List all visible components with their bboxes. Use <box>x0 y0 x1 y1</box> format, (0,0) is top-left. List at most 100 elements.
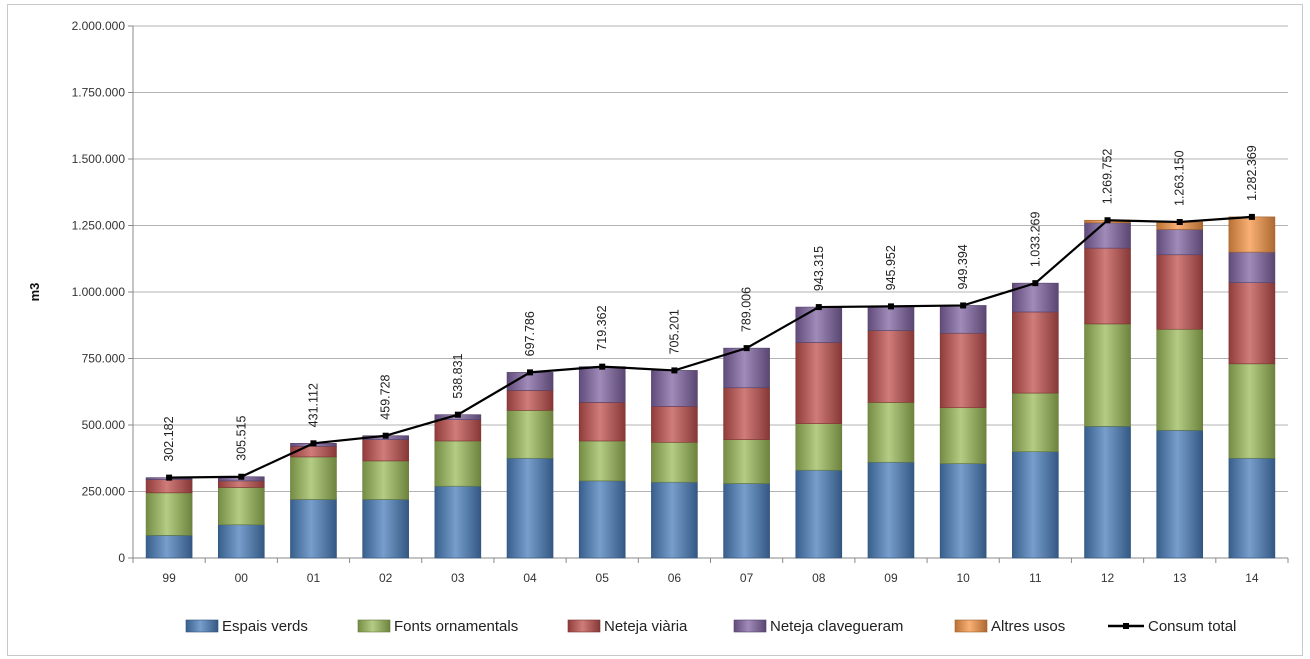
bar-segment-neteja-clavegueram <box>651 370 698 407</box>
bar-segment-neteja-vi-ria <box>362 439 409 462</box>
bar-segment-espais-verds <box>578 480 626 559</box>
legend-swatch <box>733 619 767 633</box>
bar-segment-fonts-ornamentals <box>578 440 626 482</box>
x-tick-label: 09 <box>884 571 898 585</box>
bar-segment-neteja-clavegueram <box>867 306 915 331</box>
bar-segment-neteja-vi-ria <box>1084 247 1131 325</box>
legend-label: Neteja clavegueram <box>770 618 903 635</box>
bar-segment-neteja-clavegueram <box>1228 251 1276 283</box>
legend-line-marker <box>1123 623 1129 629</box>
legend-label: Altres usos <box>991 618 1065 635</box>
bar-segment-espais-verds <box>939 463 987 559</box>
data-label: 1.033.269 <box>1028 211 1042 267</box>
legend-label: Neteja viària <box>604 618 688 635</box>
bar-segment-neteja-clavegueram <box>795 306 843 343</box>
line-marker <box>671 367 678 374</box>
line-marker <box>960 302 967 309</box>
line-marker <box>1248 213 1255 220</box>
line-marker <box>310 440 317 447</box>
x-tick-label: 08 <box>812 571 826 585</box>
line-marker <box>599 363 606 370</box>
data-label: 302.182 <box>162 416 176 461</box>
bar-segment-neteja-vi-ria <box>506 390 554 411</box>
bar-segment-fonts-ornamentals <box>362 460 409 500</box>
bar-segment-neteja-clavegueram <box>723 347 770 389</box>
bar-segment-fonts-ornamentals <box>506 410 554 459</box>
legend-swatch <box>954 619 988 633</box>
x-tick-label: 12 <box>1101 571 1115 585</box>
line-marker <box>1032 280 1039 287</box>
bar-segment-fonts-ornamentals <box>651 441 698 483</box>
data-labels: 302.182 305.515 431.112 459.728 538.831 697.7… <box>162 145 1259 461</box>
legend-swatch <box>185 619 219 633</box>
bar-segment-neteja-vi-ria <box>578 402 626 442</box>
x-tick-label: 01 <box>307 571 321 585</box>
data-label: 705.201 <box>667 309 681 354</box>
bar-segment-fonts-ornamentals <box>290 456 337 500</box>
y-tick-label: 250.000 <box>82 485 126 499</box>
bar-segment-altres-usos <box>1228 216 1276 253</box>
bar-segment-espais-verds <box>145 535 193 559</box>
data-label: 719.362 <box>595 305 609 350</box>
data-label: 1.269.752 <box>1101 149 1115 205</box>
legend-label: Espais verds <box>222 618 308 635</box>
consum-total-polyline <box>169 215 1252 479</box>
bar-segment-fonts-ornamentals <box>145 492 193 536</box>
data-label: 305.515 <box>234 416 248 461</box>
x-tick-label: 05 <box>596 571 610 585</box>
data-label: 431.112 <box>306 383 320 427</box>
legend-label: Fonts ornamentals <box>394 618 518 635</box>
bars <box>145 216 1276 559</box>
bar-segment-espais-verds <box>795 469 843 559</box>
line-marker <box>887 303 894 310</box>
bar-segment-fonts-ornamentals <box>1084 323 1131 427</box>
line-marker <box>1176 219 1183 226</box>
y-tick-label: 1.750.000 <box>72 86 126 100</box>
bar-segment-neteja-clavegueram <box>939 305 987 334</box>
bar-segment-espais-verds <box>867 461 915 559</box>
bar-segment-espais-verds <box>1228 457 1276 559</box>
bar-segment-espais-verds <box>723 483 770 559</box>
bar-segment-fonts-ornamentals <box>939 407 987 464</box>
bar-segment-espais-verds <box>1012 451 1059 559</box>
bar-segment-fonts-ornamentals <box>795 423 843 471</box>
y-tick-label: 1.250.000 <box>72 219 126 233</box>
bar-segment-espais-verds <box>217 524 265 559</box>
data-label: 1.282.369 <box>1245 145 1259 201</box>
data-label: 1.263.150 <box>1173 150 1187 206</box>
legend-label-consum-total: Consum total <box>1148 618 1236 635</box>
legend-swatch <box>357 619 391 633</box>
line-marker <box>1104 217 1111 224</box>
x-tick-label: 00 <box>235 571 249 585</box>
bar-segment-fonts-ornamentals <box>217 487 265 526</box>
bar-segment-fonts-ornamentals <box>1156 328 1204 431</box>
data-label: 459.728 <box>379 374 393 419</box>
bar-segment-espais-verds <box>651 481 698 559</box>
legend-swatch <box>567 619 601 633</box>
bar-segment-fonts-ornamentals <box>723 439 770 484</box>
x-tick-label: 11 <box>1029 571 1042 585</box>
bar-segment-espais-verds <box>1156 430 1204 559</box>
line-marker <box>743 345 750 352</box>
data-label: 789.006 <box>740 287 754 332</box>
data-label: 949.394 <box>956 244 970 289</box>
bar-segment-fonts-ornamentals <box>434 440 482 487</box>
x-tick-label: 03 <box>451 571 465 585</box>
y-tick-label: 1.500.000 <box>72 152 126 166</box>
x-tick-label: 04 <box>523 571 537 585</box>
y-axis-title: m3 <box>27 283 42 302</box>
y-tick-label: 500.000 <box>82 418 126 432</box>
bar-segment-neteja-clavegueram <box>578 366 626 403</box>
bar-segment-espais-verds <box>434 485 482 559</box>
data-label: 945.952 <box>884 245 898 290</box>
line-marker <box>527 369 534 376</box>
x-tick-label: 07 <box>740 571 754 585</box>
bar-segment-neteja-vi-ria <box>1156 254 1204 330</box>
y-tick-label: 750.000 <box>82 352 126 366</box>
line-marker <box>382 432 389 439</box>
bar-segment-neteja-vi-ria <box>217 480 265 488</box>
bar-segment-neteja-vi-ria <box>434 419 482 442</box>
x-tick-label: 14 <box>1245 571 1259 585</box>
line-marker <box>238 473 245 480</box>
